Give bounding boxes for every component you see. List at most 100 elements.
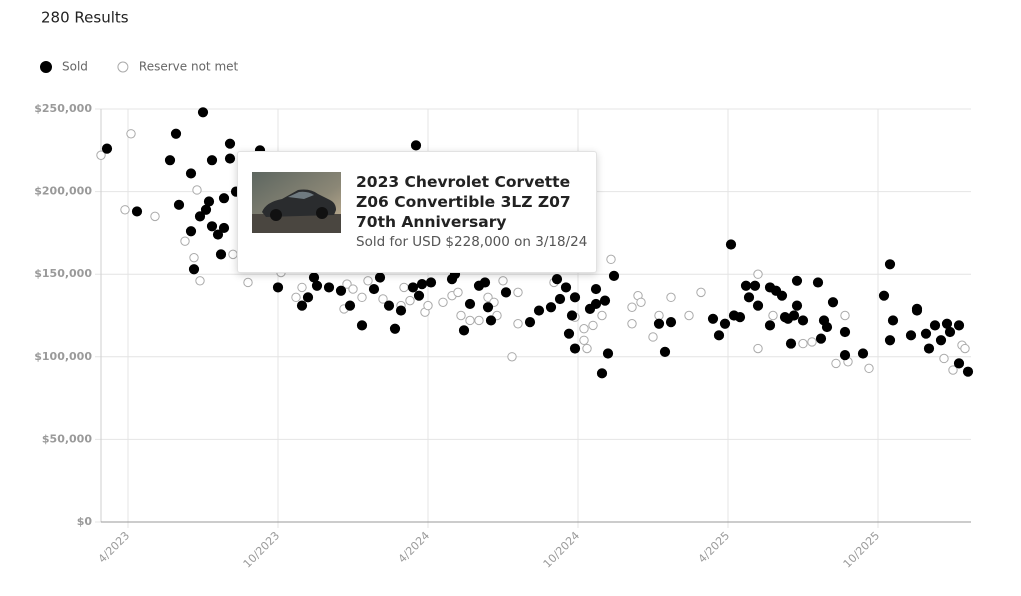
data-point: [456, 310, 466, 321]
data-point: [659, 346, 671, 357]
data-point: [627, 319, 637, 329]
data-point: [335, 285, 347, 296]
data-point: [753, 269, 763, 279]
data-point: [410, 140, 422, 151]
data-point: [582, 343, 592, 354]
data-point: [713, 330, 725, 341]
data-point: [465, 315, 475, 326]
data-point: [131, 206, 143, 217]
data-point: [302, 292, 314, 303]
data-point: [96, 150, 106, 160]
data-point: [684, 310, 694, 321]
data-point: [602, 348, 614, 359]
data-point: [513, 319, 523, 329]
data-point: [791, 300, 803, 311]
data-point: [696, 287, 706, 298]
data-point: [839, 350, 851, 361]
data-point: [348, 284, 358, 294]
data-point: [545, 302, 557, 313]
data-point: [753, 343, 763, 354]
data-point: [923, 343, 935, 354]
data-point: [101, 143, 113, 154]
data-point: [798, 338, 808, 349]
data-point: [579, 324, 589, 334]
data-point: [752, 300, 764, 311]
data-point: [399, 282, 409, 293]
data-point: [734, 312, 746, 323]
data-point: [929, 320, 941, 331]
data-point: [599, 295, 611, 306]
data-point: [374, 272, 386, 283]
data-point: [666, 292, 676, 303]
data-point: [173, 199, 185, 210]
data-point: [507, 352, 517, 362]
data-point: [206, 221, 218, 232]
data-point: [224, 138, 236, 149]
legend-label: Sold: [62, 60, 88, 74]
data-point: [707, 313, 719, 324]
data-point: [821, 321, 833, 333]
data-point: [479, 277, 491, 288]
data-point: [218, 222, 230, 234]
data-point: [935, 335, 947, 346]
data-point: [416, 279, 428, 290]
data-point: [554, 293, 566, 305]
data-point: [812, 277, 824, 288]
data-point: [533, 305, 545, 316]
data-point: [296, 300, 308, 311]
x-tick-label: 10/2025: [841, 529, 883, 571]
car-image: [252, 172, 341, 233]
data-point: [764, 320, 776, 331]
data-point: [884, 335, 896, 346]
x-tick-label: 4/2024: [396, 529, 433, 566]
data-point: [192, 185, 202, 195]
data-point: [608, 270, 620, 281]
data-point: [887, 315, 899, 326]
data-point: [378, 294, 388, 304]
data-point: [857, 348, 869, 359]
y-tick-label: $200,000: [34, 185, 92, 198]
data-point: [215, 249, 227, 260]
data-point: [438, 297, 448, 307]
data-point: [560, 282, 572, 293]
data-point: [485, 315, 497, 326]
data-point: [725, 239, 737, 250]
tooltip-text: Sold for USD $228,000 on 3/18/24: [356, 234, 588, 250]
data-point: [203, 196, 215, 207]
data-point: [228, 249, 238, 260]
data-point: [126, 129, 136, 139]
data-point: [768, 310, 778, 321]
data-point: [356, 320, 368, 331]
data-point: [627, 302, 637, 312]
data-point: [636, 297, 646, 307]
data-point: [407, 282, 419, 293]
data-point: [500, 287, 512, 298]
data-point: [185, 168, 197, 179]
data-point: [423, 300, 433, 311]
data-point: [164, 155, 176, 166]
data-point: [905, 330, 917, 341]
data-point: [569, 343, 581, 354]
data-point: [579, 335, 589, 345]
data-point: [797, 315, 809, 326]
data-point: [831, 358, 841, 369]
data-point: [776, 290, 788, 301]
data-point: [839, 326, 851, 338]
data-point: [590, 298, 602, 310]
data-point: [884, 259, 896, 270]
data-point: [413, 290, 425, 301]
legend-label: Reserve not met: [139, 60, 239, 74]
y-tick-label: $250,000: [34, 102, 92, 115]
data-point: [425, 277, 437, 288]
data-point: [323, 282, 335, 293]
data-point: [389, 323, 401, 334]
data-point: [864, 363, 874, 374]
legend-marker: [40, 61, 52, 73]
data-point: [483, 292, 493, 303]
data-point: [791, 275, 803, 286]
data-point: [498, 276, 508, 286]
data-point: [654, 310, 664, 321]
data-point: [962, 366, 974, 377]
data-point: [405, 295, 415, 306]
data-point: [395, 305, 407, 316]
